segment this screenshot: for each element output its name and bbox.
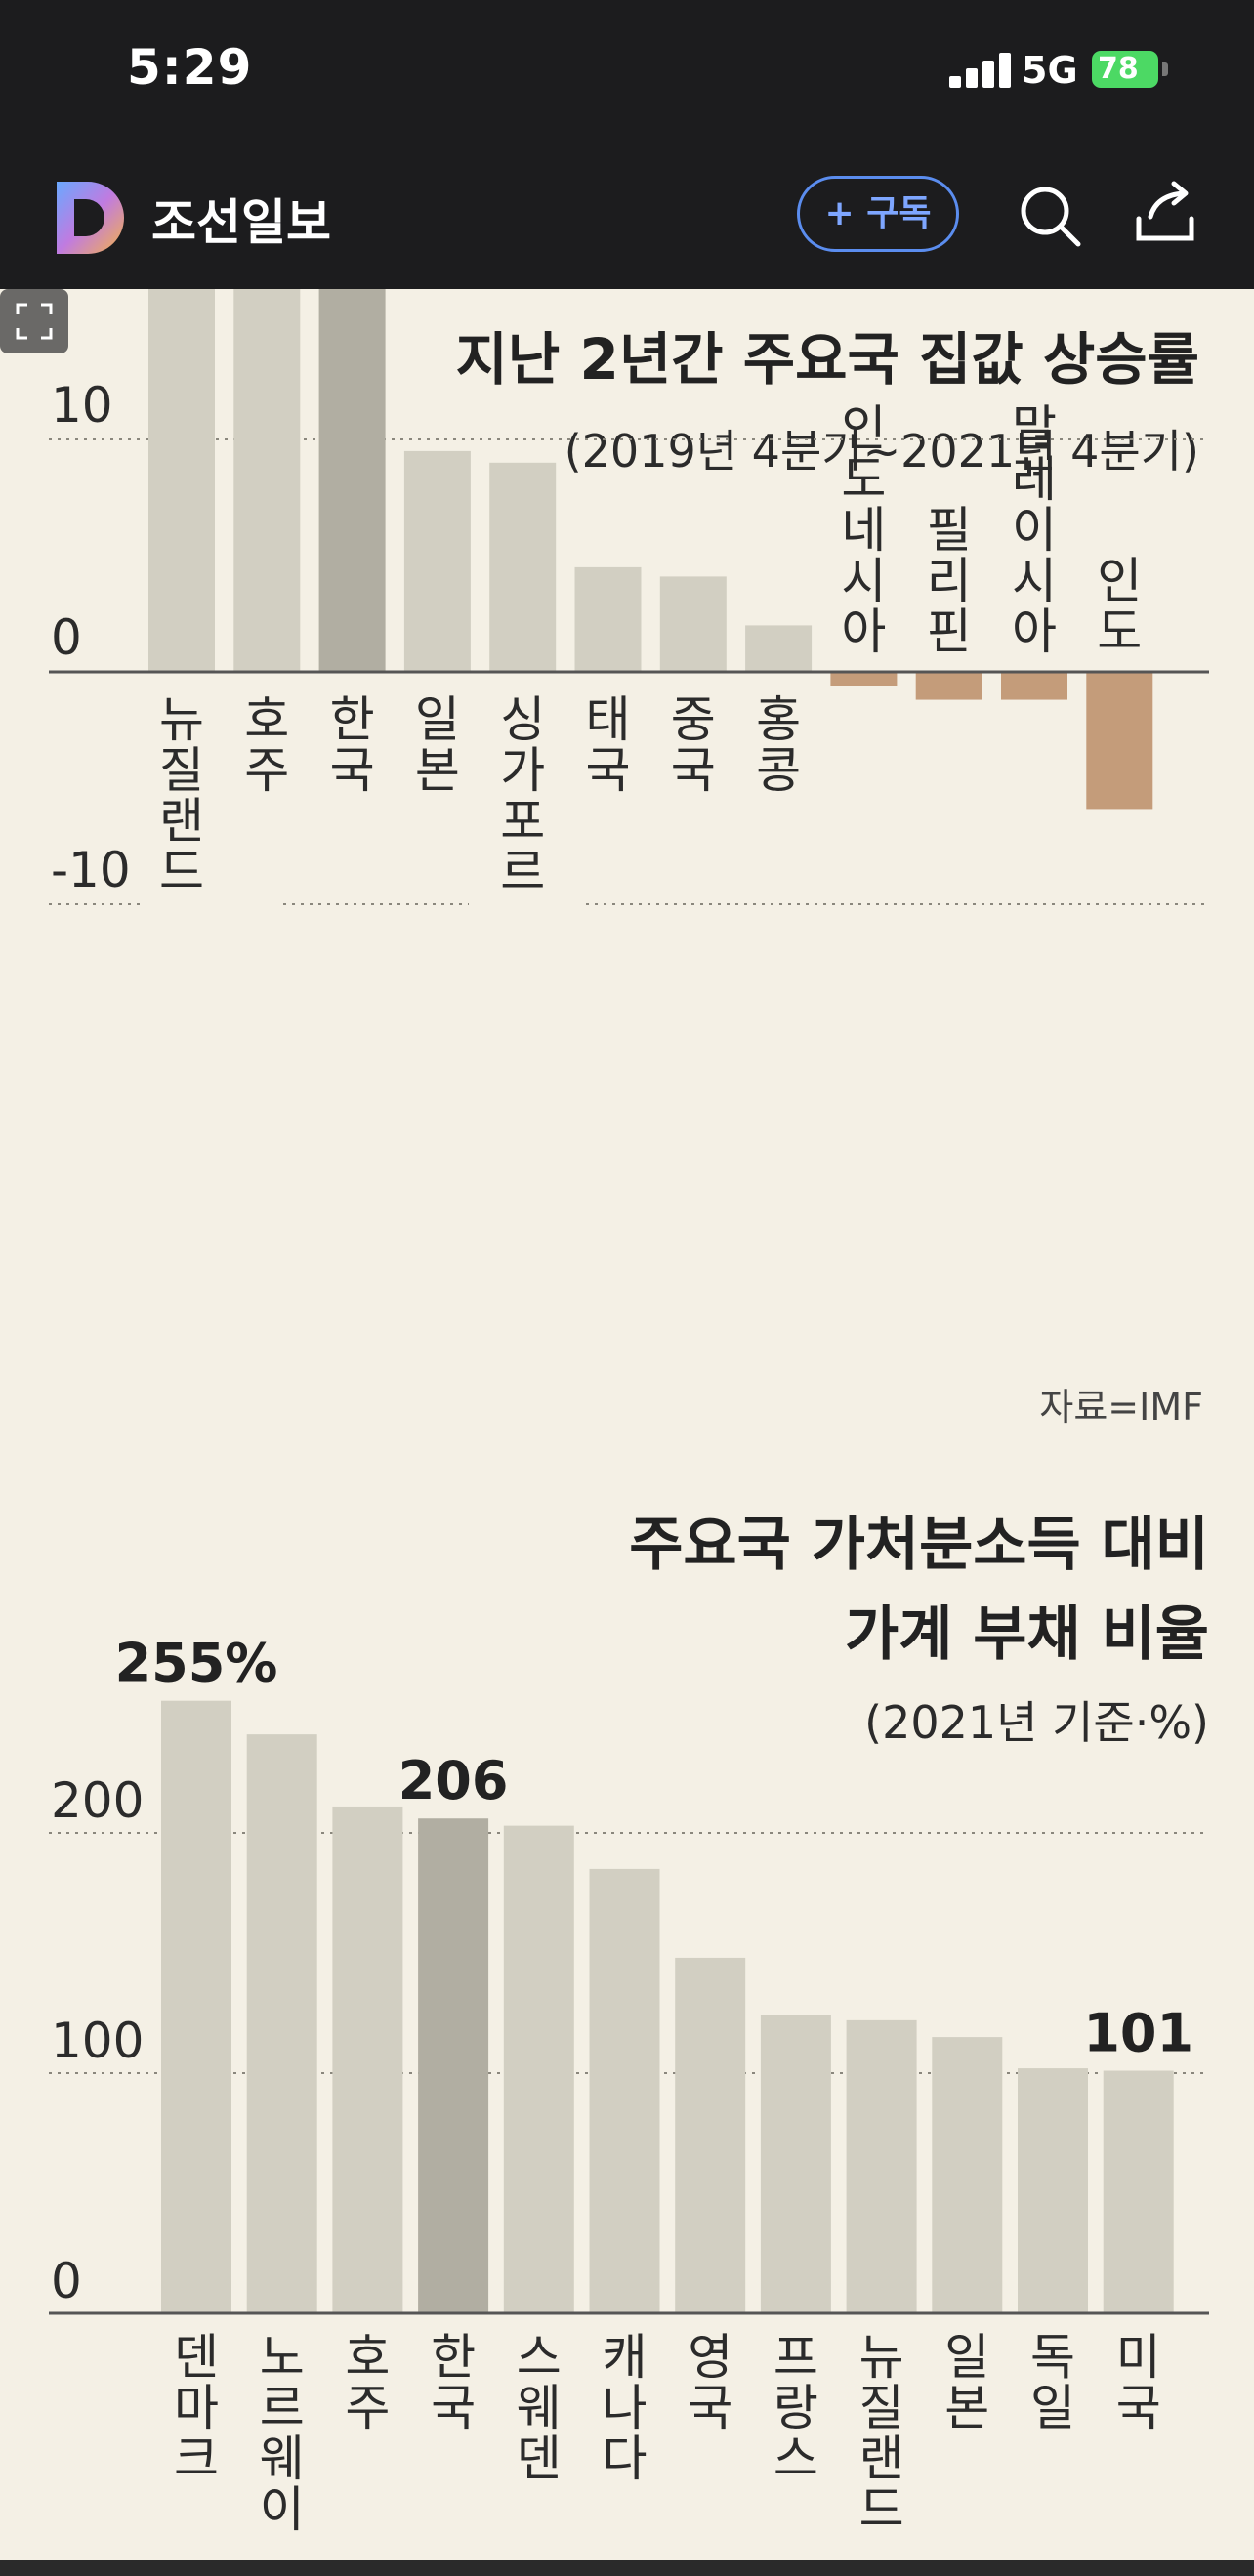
chart2-title-line-2: 가계 부채 비율: [845, 1600, 1209, 1669]
chart1-bar-7: [745, 625, 813, 672]
chart2-bar-10: [1018, 2068, 1088, 2313]
chart1-bar-1: [233, 289, 301, 673]
logo-icon[interactable]: [57, 182, 125, 254]
signal-icon: [949, 53, 1012, 88]
chart2-data-label: 206: [398, 1750, 509, 1811]
chart1-subtitle: (2019년 4분기~2021년 4분기): [564, 425, 1199, 478]
chart2-y-tick: 0: [51, 2253, 82, 2309]
chart1-bar-4: [489, 462, 557, 672]
chart1-y-tick: -10: [51, 842, 131, 898]
chart2-bar-11: [1103, 2070, 1174, 2313]
chart1-source: 자료=IMF: [1039, 1386, 1203, 1429]
chart2-data-label: 101: [1083, 2003, 1193, 2064]
chart1-bar-10: [1001, 672, 1067, 700]
bottom-strip: [0, 2560, 1254, 2576]
chart2-bar-6: [675, 1957, 746, 2313]
charts-canvas: 지난 2년간 주요국 집값 상승률(2019년 4분기~2021년 4분기)30…: [49, 289, 1209, 2538]
chart2-bar-9: [932, 2037, 1003, 2313]
chart1-bar-8: [830, 672, 898, 686]
share-icon[interactable]: [1133, 180, 1197, 248]
chart1-bar-11: [1086, 672, 1153, 810]
chart1-bar-2: [318, 289, 386, 672]
chart2-bar-8: [846, 2019, 917, 2313]
article-image: 지난 2년간 주요국 집값 상승률(2019년 4분기~2021년 4분기)30…: [0, 289, 1254, 2560]
network-label: 5G: [1022, 49, 1078, 92]
app-header: 조선일보 + 구독: [0, 146, 1254, 289]
subscribe-button[interactable]: + 구독: [797, 176, 959, 252]
chart2-title-line-1: 주요국 가처분소득 대비: [629, 1511, 1209, 1579]
chart2-bar-0: [161, 1700, 231, 2313]
chart1-title: 지난 2년간 주요국 집값 상승률: [456, 326, 1199, 393]
battery-level: 78: [1098, 52, 1139, 86]
chart1-bar-6: [659, 576, 727, 672]
battery-tip: [1162, 62, 1168, 76]
chart2-bar-3: [418, 1818, 489, 2313]
chart2-bar-2: [332, 1806, 403, 2313]
status-bar: 5:29 5G 78: [0, 0, 1254, 146]
brand-name: 조선일보: [151, 194, 331, 251]
chart2-bar-1: [246, 1734, 317, 2313]
chart1-bar-0: [148, 289, 215, 672]
chart1-y-tick: 10: [51, 377, 113, 434]
chart2-y-tick: 100: [51, 2013, 144, 2069]
status-time: 5:29: [127, 39, 253, 96]
chart1-bar-9: [915, 672, 982, 700]
chart2-data-label: 255%: [115, 1633, 278, 1694]
chart1-y-tick: 0: [51, 609, 82, 666]
chart2-bar-5: [589, 1868, 660, 2313]
chart2-bar-7: [760, 2015, 831, 2313]
chart1-bar-5: [574, 566, 642, 672]
battery-icon: 78: [1092, 51, 1158, 88]
chart1-bar-3: [403, 450, 471, 672]
chart2-subtitle: (2021년 기준·%): [864, 1696, 1209, 1749]
expand-icon[interactable]: [0, 289, 68, 353]
search-icon[interactable]: [1016, 182, 1084, 250]
chart2-bar-4: [503, 1825, 574, 2313]
chart2-y-tick: 200: [51, 1772, 144, 1829]
